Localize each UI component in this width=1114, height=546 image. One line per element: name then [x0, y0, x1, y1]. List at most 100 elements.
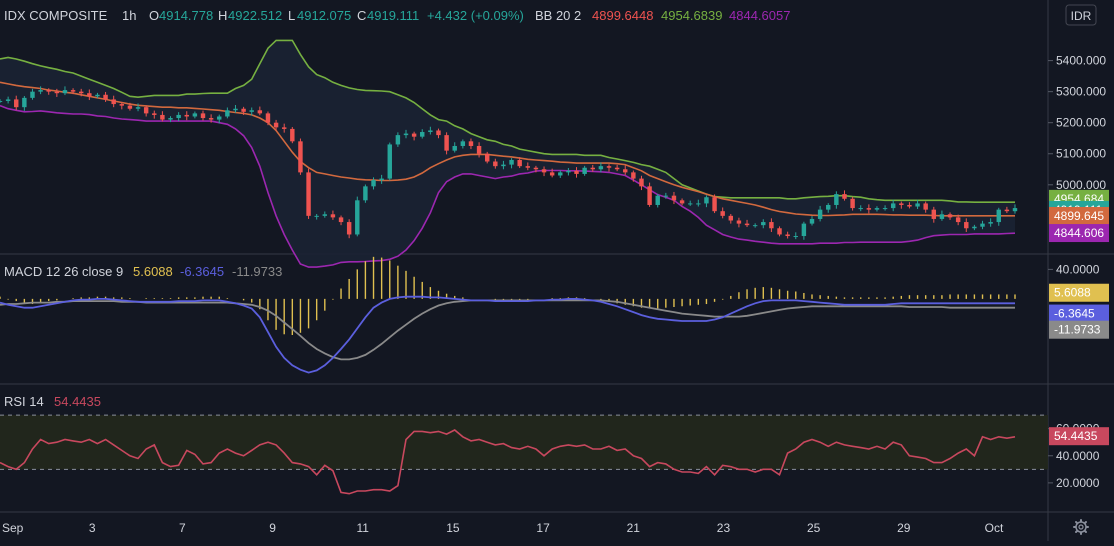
- candle-body: [639, 178, 644, 187]
- gear-icon[interactable]: [1073, 519, 1089, 535]
- time-tick-label: 15: [446, 521, 460, 535]
- candle-body: [484, 153, 490, 162]
- candle-body: [907, 204, 912, 207]
- candle-body: [631, 172, 636, 179]
- candle-body: [420, 132, 425, 137]
- legend-bb-label[interactable]: BB 20 2: [535, 8, 581, 23]
- candle-body: [184, 114, 189, 117]
- candle-body: [14, 99, 19, 108]
- rsi-pane[interactable]: [0, 414, 1048, 495]
- candle-body: [241, 108, 246, 112]
- bollinger-lower-line: [0, 104, 1016, 268]
- price-tick-label: 5000.000: [1056, 178, 1106, 192]
- price-pane[interactable]: [0, 39, 1018, 268]
- macd-signal-value: -11.9733: [232, 264, 282, 279]
- candle-body: [70, 90, 76, 92]
- candle-body: [850, 198, 855, 209]
- candle-body: [444, 135, 449, 151]
- legend-low-label: L: [288, 8, 295, 23]
- macd-tag-1: -6.3645: [1054, 307, 1095, 321]
- candle-body: [687, 203, 693, 205]
- candle-body: [152, 113, 157, 115]
- macd-tag-0: 5.6088: [1054, 286, 1091, 300]
- candle-body: [866, 208, 872, 210]
- price-tick-label: 5300.000: [1056, 85, 1106, 99]
- candle-body: [46, 90, 51, 92]
- price-tag-2: 4899.645: [1054, 209, 1104, 223]
- candle-body: [541, 169, 547, 173]
- candle-body: [476, 145, 482, 154]
- rsi-tick-label: 20.0000: [1056, 476, 1100, 490]
- rsi-tag-0: 54.4435: [1054, 429, 1098, 443]
- time-tick-label: 21: [627, 521, 641, 535]
- rsi-value: 54.4435: [54, 394, 101, 409]
- candle-body: [87, 93, 92, 97]
- candle-body: [1012, 208, 1018, 212]
- candle-body: [249, 110, 254, 112]
- candle-body: [752, 225, 758, 227]
- candle-body: [988, 222, 993, 224]
- candle-body: [574, 170, 579, 174]
- candle-body: [509, 159, 514, 165]
- time-tick-label: 17: [536, 521, 550, 535]
- macd-pane[interactable]: [0, 256, 1016, 374]
- macd-tag-1-bg: [1049, 304, 1109, 323]
- candle-body: [95, 94, 100, 97]
- candle-body: [623, 169, 628, 173]
- legend-open-label: O: [149, 8, 159, 23]
- candle-body: [225, 110, 230, 117]
- candle-body: [200, 113, 206, 119]
- candle-body: [761, 222, 766, 226]
- candle-body: [964, 222, 969, 229]
- legend-bb-basis: 4899.6448: [592, 8, 653, 23]
- price-tag-3: 4844.606: [1054, 226, 1104, 240]
- currency-badge[interactable]: [1065, 4, 1097, 26]
- candle-body: [606, 166, 612, 168]
- candle-body: [882, 208, 888, 210]
- macd-tick-label: 40.0000: [1056, 262, 1100, 276]
- candle-body: [842, 194, 847, 199]
- time-tick-label: Sep: [2, 521, 24, 535]
- macd-hist-value: 5.6088: [133, 264, 173, 279]
- legend-low-value: 4912.075: [297, 8, 351, 23]
- candle-body: [363, 186, 368, 201]
- candle-body: [78, 91, 84, 94]
- candle-body: [582, 167, 587, 174]
- candle-body: [355, 200, 360, 235]
- candle-body: [436, 130, 441, 136]
- candle-body: [111, 99, 116, 105]
- candle-body: [801, 223, 807, 237]
- legend-interval: 1h: [122, 8, 136, 23]
- candle-body: [135, 107, 141, 109]
- legend-open-value: 4914.778: [159, 8, 213, 23]
- candle-body: [314, 215, 319, 217]
- candle-body: [834, 194, 839, 205]
- candle-body: [696, 203, 701, 205]
- macd-tag-0-bg: [1049, 283, 1109, 302]
- rsi-title[interactable]: RSI 14: [4, 394, 44, 409]
- rsi-tag-0-bg: [1049, 427, 1109, 446]
- candle-body: [728, 215, 734, 221]
- candle-body: [127, 105, 133, 109]
- candle-body: [30, 91, 35, 98]
- candle-body: [22, 97, 27, 108]
- macd-title[interactable]: MACD 12 26 close 9: [4, 264, 123, 279]
- candle-body: [379, 178, 384, 181]
- candle-body: [915, 203, 920, 207]
- legend-high-value: 4922.512: [228, 8, 282, 23]
- candle-body: [858, 208, 863, 210]
- candle-body: [769, 222, 774, 229]
- candle-body: [298, 141, 303, 173]
- candle-body: [428, 130, 433, 133]
- candle-body: [208, 118, 214, 120]
- candle-body: [712, 197, 717, 212]
- legend-symbol[interactable]: IDX COMPOSITE: [4, 8, 108, 23]
- candle-body: [899, 203, 904, 205]
- candle-body: [493, 161, 498, 167]
- candle-body: [192, 113, 198, 117]
- macd-tag-2: -11.9733: [1054, 323, 1101, 337]
- candle-body: [744, 223, 750, 226]
- candle-body: [395, 135, 401, 145]
